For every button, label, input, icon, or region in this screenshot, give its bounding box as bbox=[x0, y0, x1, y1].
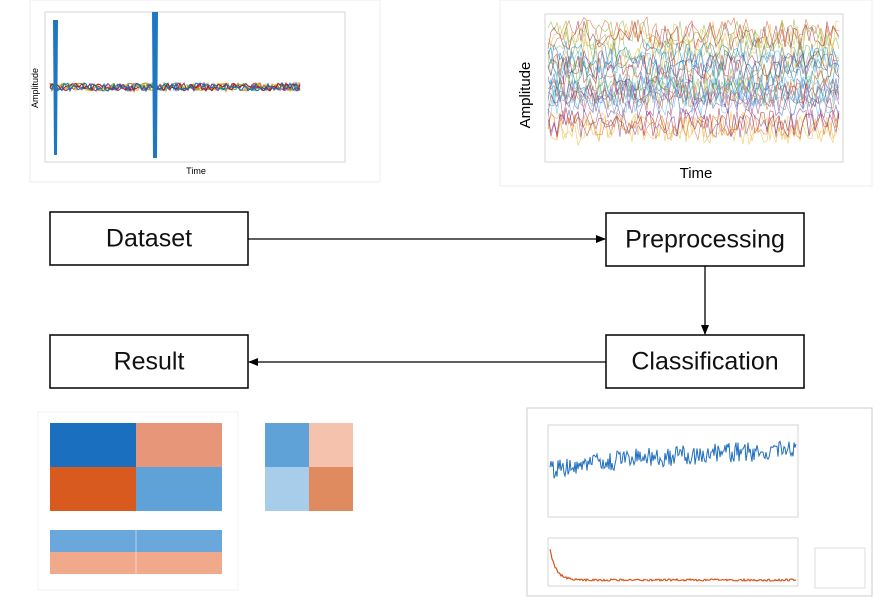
cell bbox=[265, 467, 309, 511]
cell bbox=[50, 423, 136, 467]
trace bbox=[547, 110, 840, 141]
trace bbox=[547, 20, 840, 52]
trace bbox=[49, 81, 301, 93]
trace bbox=[49, 81, 301, 93]
confusion-matrix bbox=[37, 411, 239, 591]
trace bbox=[547, 85, 840, 117]
loss-curve bbox=[549, 549, 797, 583]
node-label: Preprocessing bbox=[625, 226, 785, 254]
trace bbox=[547, 107, 840, 138]
y-axis-label: Amplitude bbox=[30, 68, 40, 108]
plot-axes bbox=[547, 537, 799, 587]
trace bbox=[547, 81, 840, 112]
signal-plot: Amplitude Time bbox=[499, 0, 873, 187]
cell bbox=[309, 467, 353, 511]
signal-plot: Amplitude Time bbox=[29, 0, 381, 183]
trace bbox=[547, 20, 840, 52]
trace bbox=[547, 46, 840, 78]
x-axis-label: Time bbox=[186, 166, 206, 176]
node-box bbox=[605, 212, 805, 267]
spike bbox=[53, 20, 58, 155]
cell bbox=[136, 423, 222, 467]
node-box bbox=[49, 211, 249, 266]
trace bbox=[547, 74, 840, 106]
cell bbox=[50, 467, 136, 511]
trace bbox=[547, 39, 840, 70]
trace bbox=[547, 59, 840, 92]
node-label: Classification bbox=[631, 348, 778, 376]
trace bbox=[547, 48, 840, 80]
spike bbox=[152, 12, 158, 158]
legend bbox=[814, 547, 866, 589]
trace bbox=[547, 80, 840, 111]
training-progress bbox=[526, 407, 873, 597]
node-label: Result bbox=[114, 348, 185, 376]
plot-axes bbox=[547, 424, 799, 518]
y-axis-label: Amplitude bbox=[517, 62, 534, 129]
trace bbox=[547, 16, 840, 47]
node-label: Dataset bbox=[106, 225, 192, 253]
trace bbox=[547, 115, 840, 147]
x-axis-label: Time bbox=[680, 165, 713, 182]
accuracy-curve bbox=[549, 440, 797, 479]
cell bbox=[265, 423, 309, 467]
trace bbox=[547, 54, 840, 85]
cell bbox=[136, 467, 222, 511]
confusion-matrix bbox=[265, 423, 353, 511]
cell bbox=[309, 423, 353, 467]
